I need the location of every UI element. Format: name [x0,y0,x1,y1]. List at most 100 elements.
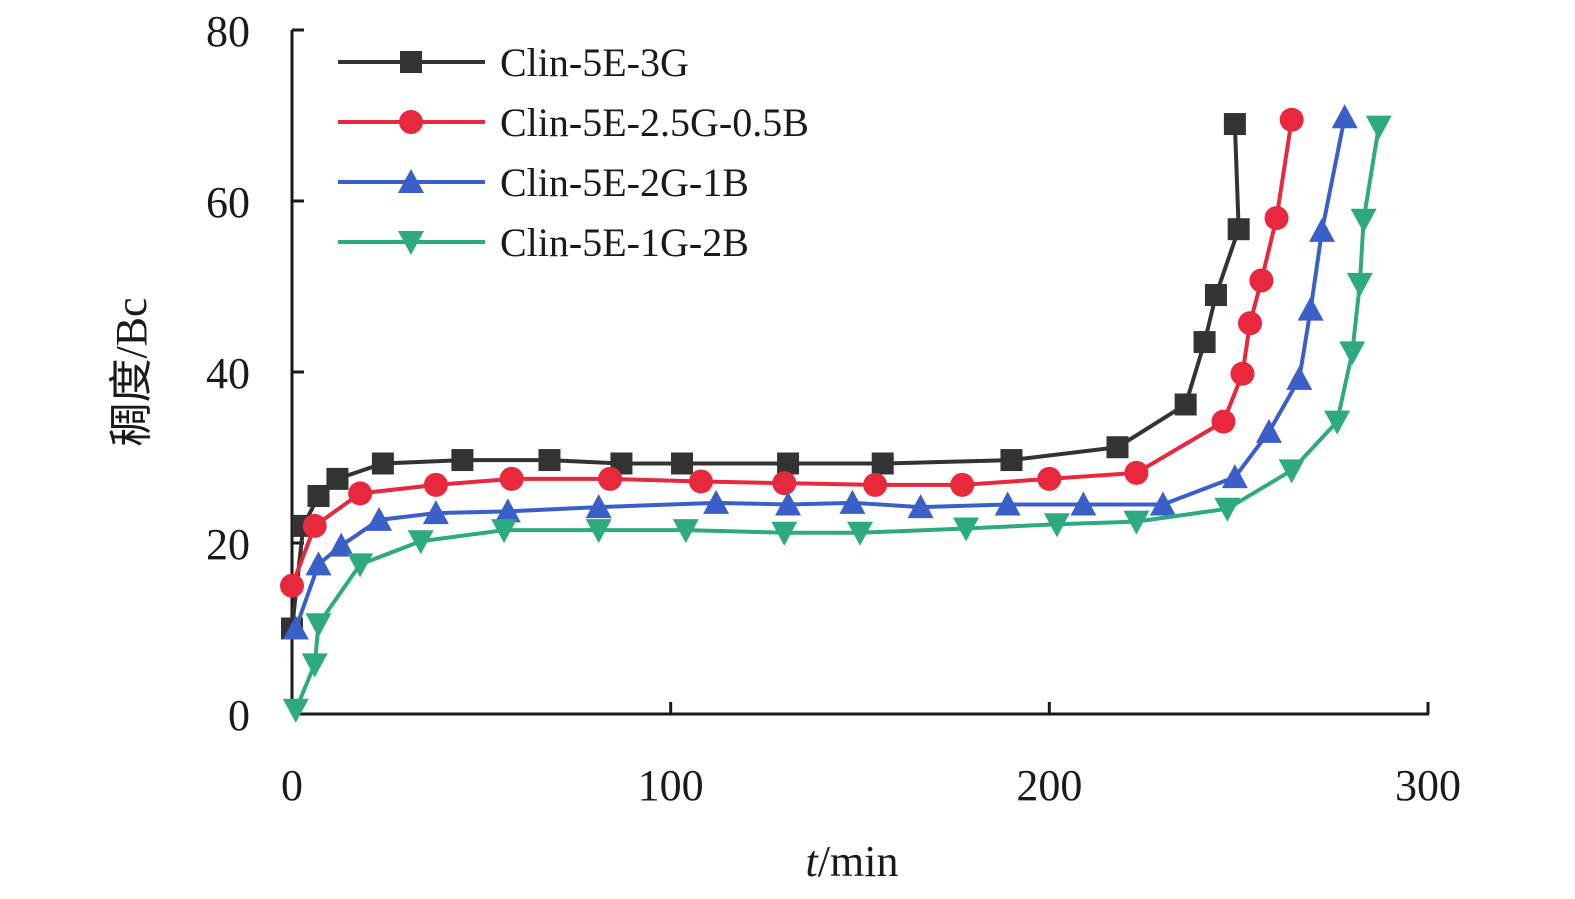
data-point [366,506,393,531]
data-point [1000,449,1023,472]
data-point [1286,365,1313,390]
data-point [1350,208,1377,233]
data-point [1331,104,1358,129]
series-line [290,123,1241,629]
y-tick-label: 80 [206,7,250,56]
data-point [1037,466,1062,491]
data-point [282,615,309,640]
data-point [305,551,332,576]
data-point [1278,459,1305,484]
data-point [1149,491,1176,516]
legend-label: Clin-5E-2G-1B [500,160,749,205]
data-point [671,452,694,475]
data-point [423,472,448,497]
series-line [293,116,1347,630]
legend-entry: Clin-5E-3G [338,40,689,85]
data-point [907,494,934,519]
data-point [1308,217,1335,242]
data-point [777,452,800,475]
data-point [1230,361,1255,386]
legend-entry: Clin-5E-1G-2B [338,220,749,265]
legend-label: Clin-5E-1G-2B [500,220,749,265]
data-point [1238,311,1263,336]
legend-label: Clin-5E-2.5G-0.5B [500,100,809,145]
x-ticks: 0 100 200 300 [281,702,1461,810]
data-point [1070,491,1097,516]
data-point [1279,107,1304,132]
x-axis-title-italic: t [806,837,820,886]
series-layer [280,104,1392,723]
data-point [847,521,873,546]
data-point [772,471,797,496]
legend: Clin-5E-3G Clin-5E-2.5G-0.5B Clin-5E-2G-1B… [338,40,809,265]
data-point [871,452,894,475]
data-point [422,500,449,525]
data-point [1223,113,1246,136]
data-point [1339,341,1366,366]
legend-marker [400,51,422,73]
data-point [1221,464,1248,489]
y-tick-label: 40 [206,349,250,398]
data-point [598,466,623,491]
data-point [688,469,713,494]
axes: 0 100 200 300 0 20 40 60 80 [206,7,1461,810]
data-point [1346,272,1373,297]
data-point [1324,410,1351,435]
x-axis-title: t/min [806,837,899,886]
data-point [994,491,1021,516]
legend-marker [399,110,423,134]
data-point [1255,418,1282,443]
data-point [1043,513,1070,538]
data-point [348,481,373,506]
data-point [1193,331,1216,354]
x-tick-label: 300 [1395,761,1461,810]
data-point [328,532,355,557]
data-point [347,553,374,578]
data-point [672,519,699,544]
data-point [305,613,332,638]
data-point [863,472,888,497]
data-point [1214,497,1241,522]
y-tick-label: 60 [206,178,250,227]
series-line [293,126,1381,711]
data-point [302,513,327,538]
x-tick-label: 0 [281,761,303,810]
data-point [703,489,730,514]
data-point [282,698,309,723]
data-point [1123,510,1150,535]
data-point [494,498,521,523]
data-point [585,519,612,544]
data-point [1174,393,1197,416]
data-point [1297,296,1324,321]
data-point [301,653,328,678]
data-point [407,530,434,555]
data-point [538,449,561,472]
y-ticks: 0 20 40 60 80 [206,7,304,740]
data-point [1204,284,1227,307]
data-point [280,573,304,598]
legend-marker [398,231,424,255]
data-point [326,467,349,490]
data-point [491,519,518,544]
data-point [1249,268,1274,293]
series-3 [282,104,1358,640]
x-axis-title-unit: /min [818,837,899,886]
y-tick-label: 20 [206,520,250,569]
series-2 [280,107,1304,598]
data-point [771,521,798,546]
x-tick-label: 100 [638,761,704,810]
data-point [499,466,524,491]
data-point [451,449,474,472]
data-point [953,517,980,542]
legend-entry: Clin-5E-2.5G-0.5B [338,100,809,145]
series-4 [282,115,1392,723]
legend-marker [398,169,424,193]
x-tick-label: 200 [1016,761,1082,810]
data-point [307,484,330,507]
data-point [1106,436,1129,459]
data-point [1264,206,1289,231]
data-point [1211,409,1236,434]
data-point [371,452,394,475]
data-point [1124,460,1149,485]
